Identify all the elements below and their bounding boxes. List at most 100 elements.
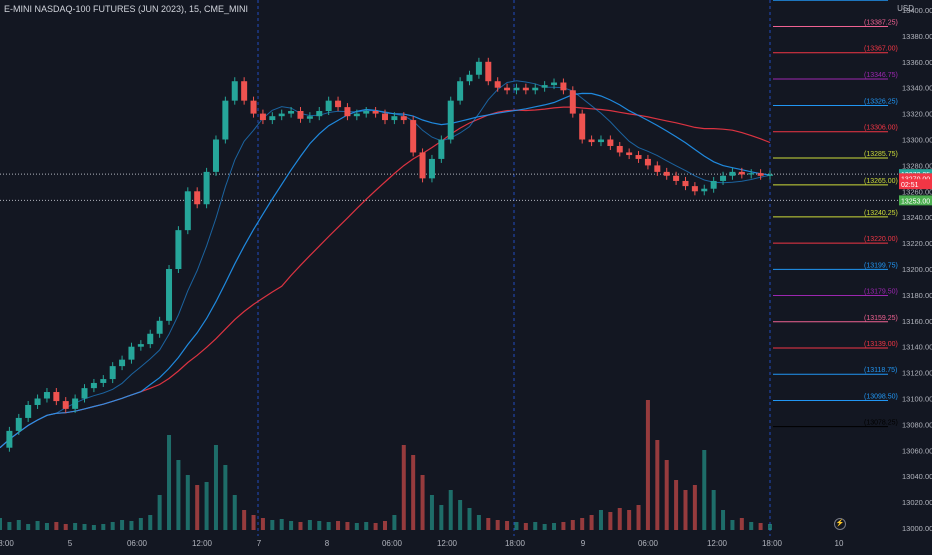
level-label: (13346.75): [864, 72, 898, 79]
x-tick-label: 10: [835, 539, 844, 548]
level-label: (13199.75): [864, 262, 898, 269]
candle-body: [448, 101, 454, 140]
volume-bar: [289, 521, 293, 530]
y-tick-label: 13380.00: [902, 32, 932, 41]
level-label: (13387.25): [864, 20, 898, 27]
volume-bar: [486, 518, 490, 530]
volume-bar: [176, 460, 180, 530]
volume-bar: [693, 485, 697, 530]
candle-body: [25, 405, 31, 418]
volume-bar: [392, 515, 396, 530]
candle-body: [157, 321, 163, 334]
volume-bar: [64, 524, 68, 530]
volume-bar: [195, 485, 199, 530]
level-label: (13159.25): [864, 315, 898, 322]
candle-body: [410, 120, 416, 152]
volume-bar: [411, 455, 415, 530]
level-label: (13220.00): [864, 236, 898, 243]
volume-bar: [45, 523, 49, 530]
volume-bar: [148, 515, 152, 530]
volume-bar: [458, 500, 462, 530]
candle-body: [513, 88, 519, 91]
candle-body: [16, 418, 22, 431]
x-tick-label: 18:00: [505, 539, 526, 548]
candle-body: [269, 116, 275, 120]
candle-body: [617, 146, 623, 152]
volume-bar: [712, 490, 716, 530]
x-tick-label: 18:00: [762, 539, 783, 548]
candle-body: [316, 111, 322, 116]
candle-body: [504, 88, 510, 91]
candle-body: [551, 83, 557, 86]
volume-bar: [0, 518, 2, 530]
volume-bar: [261, 518, 265, 530]
candle-body: [682, 181, 688, 186]
volume-bar: [580, 518, 584, 530]
candle-body: [767, 174, 773, 175]
candle-body: [476, 62, 482, 75]
candle-body: [485, 62, 491, 81]
level-label: (13179.50): [864, 289, 898, 296]
candle-body: [288, 111, 294, 114]
candle-body: [438, 140, 444, 159]
y-tick-label: 13360.00: [902, 58, 932, 67]
y-tick-label: 13140.00: [902, 343, 932, 352]
candle-body: [420, 152, 426, 178]
volume-bar: [129, 521, 133, 530]
volume-bar: [683, 490, 687, 530]
volume-bar: [468, 508, 472, 530]
live-icon[interactable]: ⚡: [834, 518, 846, 530]
candle-body: [279, 114, 285, 117]
volume-bar: [655, 440, 659, 530]
candle-body: [626, 152, 632, 155]
candle-body: [711, 181, 717, 189]
currency-label: USD: [897, 4, 914, 13]
volume-bar: [543, 524, 547, 530]
volume-bar: [205, 482, 209, 530]
red-ma-line: [0, 107, 770, 448]
x-tick-label: 9: [581, 539, 586, 548]
y-tick-label: 13100.00: [902, 395, 932, 404]
volume-bar: [252, 515, 256, 530]
volume-bar: [111, 522, 115, 530]
candle-body: [607, 140, 613, 146]
candle-body: [232, 81, 238, 100]
volume-bar: [298, 522, 302, 530]
volume-bar: [439, 505, 443, 530]
candle-body: [354, 114, 360, 117]
volume-bar: [92, 525, 96, 530]
volume-bar: [317, 521, 321, 530]
candle-body: [119, 360, 125, 366]
candle-body: [185, 191, 191, 230]
volume-bar: [449, 490, 453, 530]
level-label: (13285.75): [864, 151, 898, 158]
volume-bar: [740, 518, 744, 530]
candle-body: [326, 101, 332, 111]
candle-body: [147, 334, 153, 344]
y-tick-label: 13180.00: [902, 291, 932, 300]
candle-body: [429, 159, 435, 178]
volume-bar: [17, 520, 21, 530]
y-tick-label: 13040.00: [902, 472, 932, 481]
x-tick-label: 06:00: [638, 539, 659, 548]
candle-body: [758, 173, 764, 176]
x-tick-label: 8: [325, 539, 330, 548]
level-label: (13326.25): [864, 99, 898, 106]
level-label: (13367.00): [864, 46, 898, 53]
candle-body: [72, 399, 78, 409]
candle-body: [344, 107, 350, 116]
y-tick-label: 13020.00: [902, 498, 932, 507]
price-badge-label: 02:51: [901, 182, 919, 189]
x-tick-label: 12:00: [437, 539, 458, 548]
candle-body: [532, 88, 538, 91]
volume-bar: [674, 480, 678, 530]
candle-body: [241, 81, 247, 100]
y-tick-label: 13280.00: [902, 161, 932, 170]
volume-bar: [730, 520, 734, 530]
level-label: (13265.00): [864, 178, 898, 185]
volume-bar: [374, 523, 378, 530]
x-tick-label: 06:00: [382, 539, 403, 548]
x-tick-label: 5: [68, 539, 73, 548]
